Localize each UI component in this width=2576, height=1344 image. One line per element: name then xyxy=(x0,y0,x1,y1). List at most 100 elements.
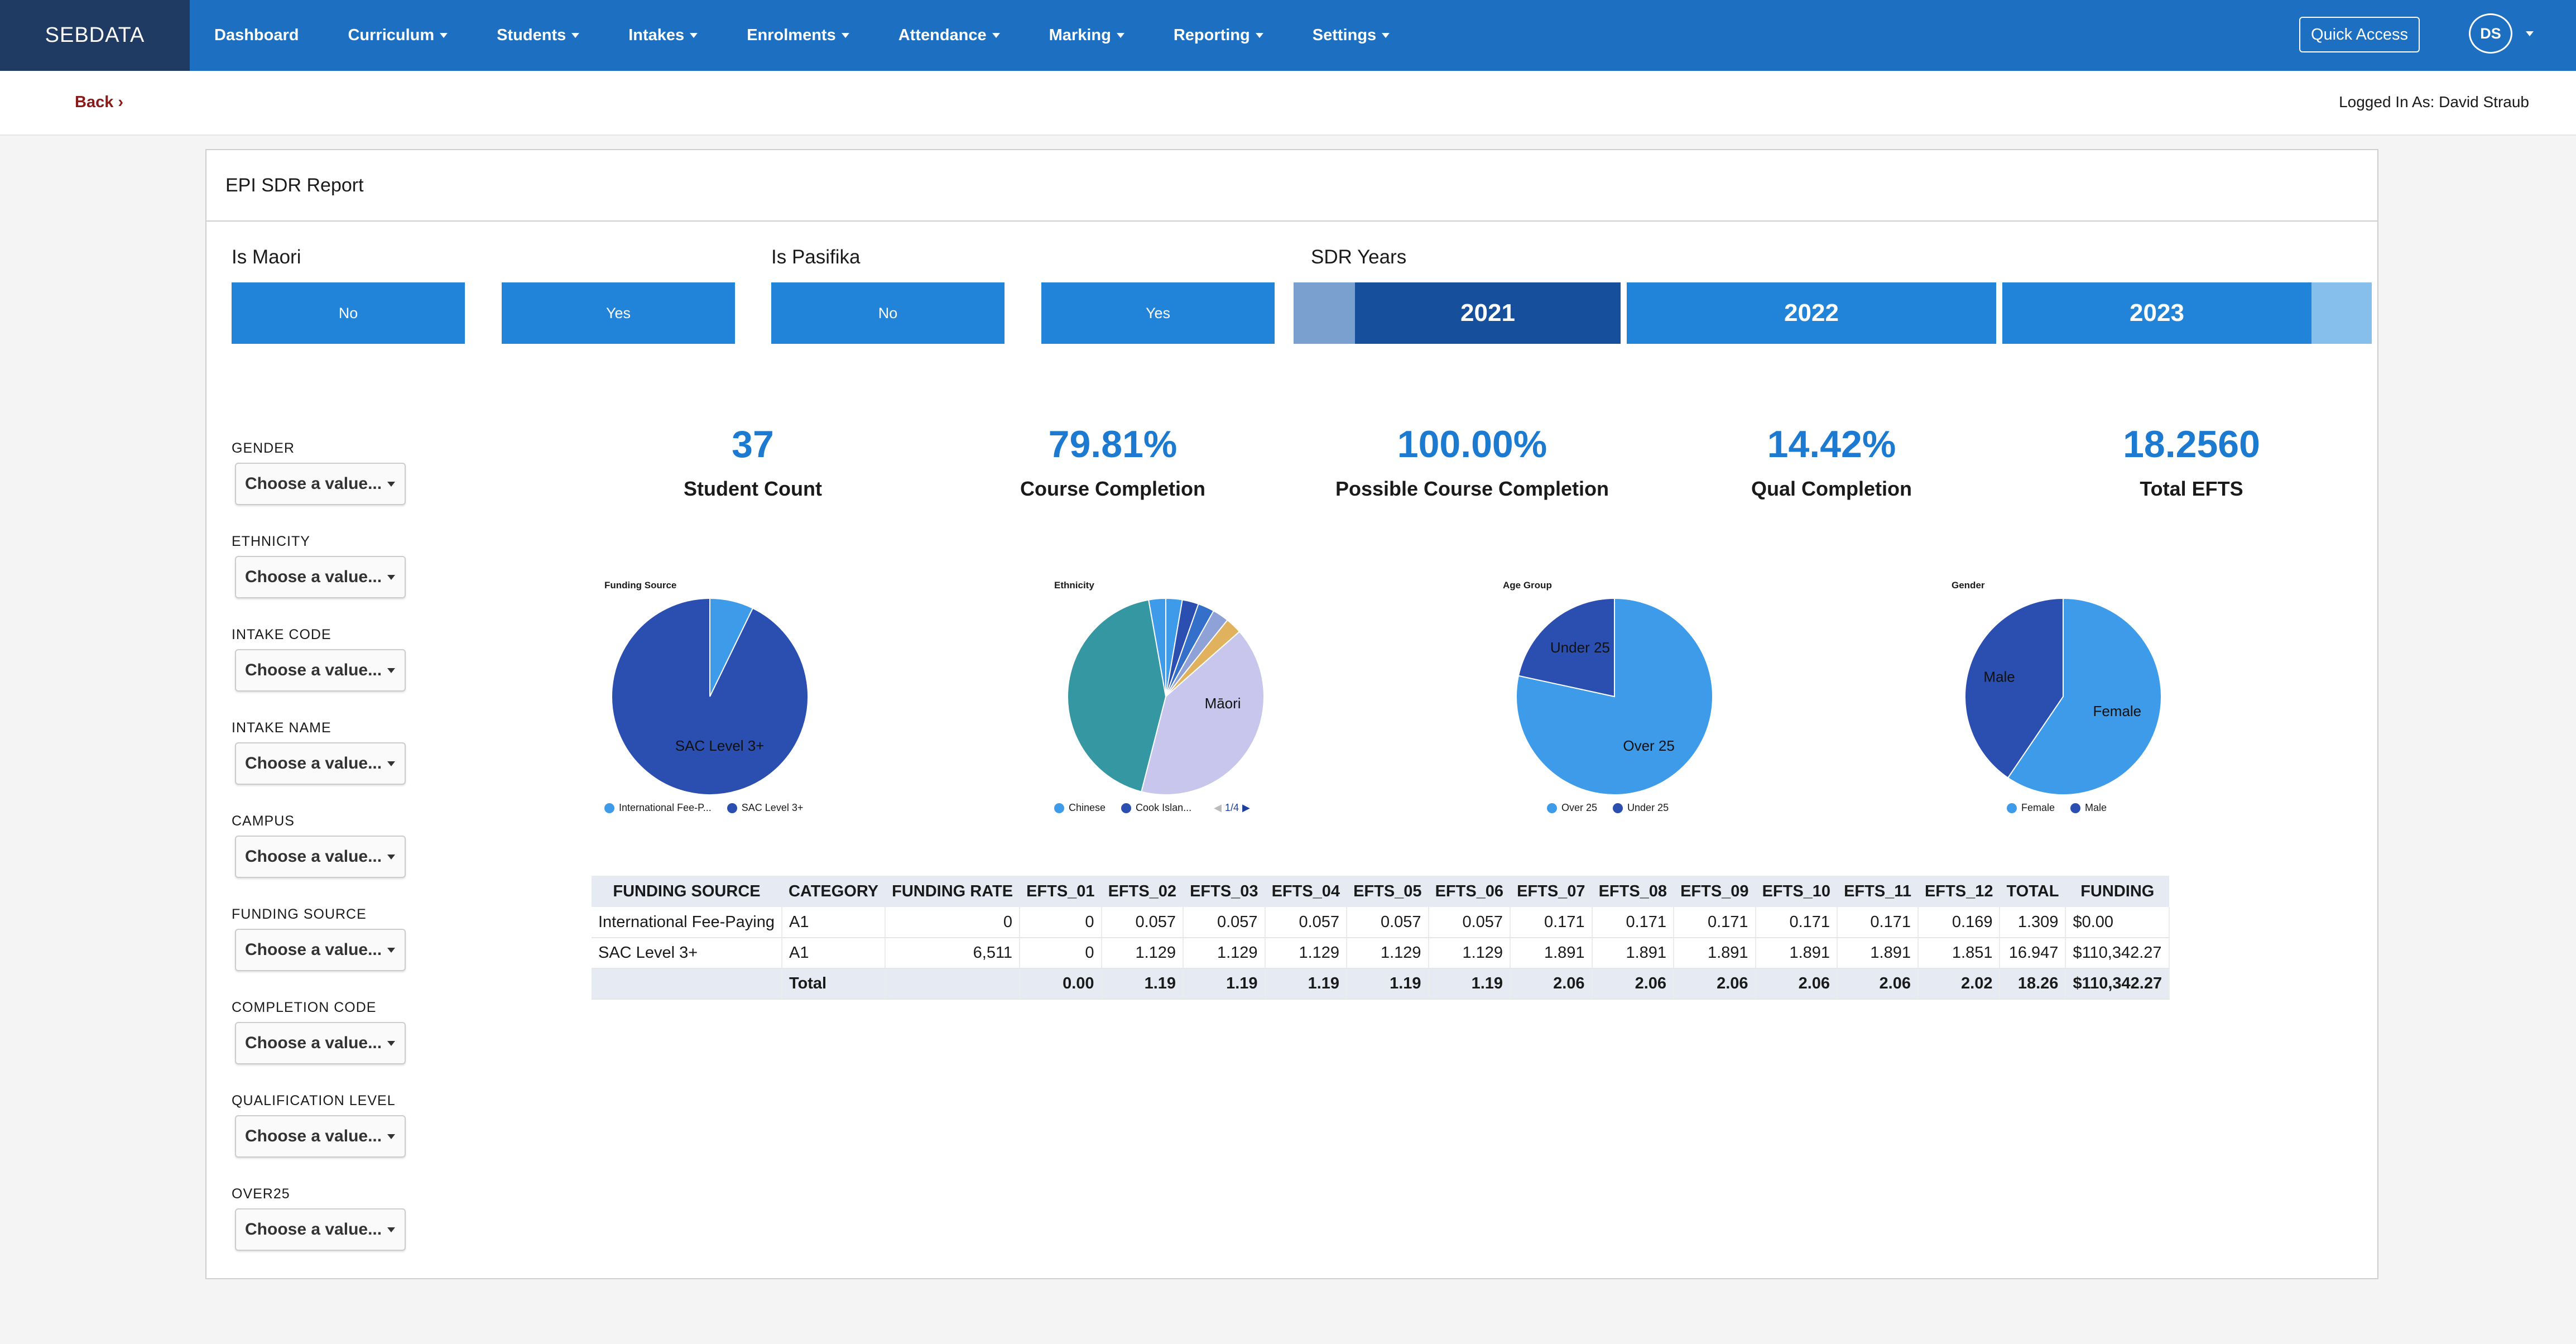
maori-yes-button[interactable]: Yes xyxy=(502,282,735,344)
col-efts-02[interactable]: EFTS_02 xyxy=(1101,876,1184,907)
col-total[interactable]: TOTAL xyxy=(2000,876,2066,907)
funding-source-select[interactable]: Choose a value... xyxy=(235,929,406,971)
nav-reporting[interactable]: Reporting xyxy=(1174,26,1263,45)
nav-label: Settings xyxy=(1312,26,1377,44)
caret-down-icon xyxy=(387,761,396,766)
cell: 0.057 xyxy=(1347,907,1429,938)
pasifika-no-button[interactable]: No xyxy=(771,282,1005,344)
cell: 1.891 xyxy=(1592,938,1675,969)
nav-settings[interactable]: Settings xyxy=(1313,26,1390,45)
cell: 2.06 xyxy=(1592,968,1675,1000)
col-efts-04[interactable]: EFTS_04 xyxy=(1265,876,1347,907)
maori-no-button[interactable]: No xyxy=(232,282,465,344)
nav-marking[interactable]: Marking xyxy=(1049,26,1124,45)
cell: 0 xyxy=(1020,907,1102,938)
legend-item[interactable]: Under 25 xyxy=(1613,802,1669,814)
select-value: Choose a value... xyxy=(245,1127,382,1145)
col-efts-12[interactable]: EFTS_12 xyxy=(1917,876,2000,907)
col-funding-rate[interactable]: FUNDING RATE xyxy=(885,876,1020,907)
col-efts-10[interactable]: EFTS_10 xyxy=(1755,876,1838,907)
pie-slice[interactable] xyxy=(1517,597,1615,698)
ethnicity-select[interactable]: Choose a value... xyxy=(235,556,406,598)
select-value: Choose a value... xyxy=(245,754,382,772)
col-efts-09[interactable]: EFTS_09 xyxy=(1674,876,1756,907)
col-funding-source[interactable]: FUNDING SOURCE xyxy=(592,876,782,907)
back-link[interactable]: Back › xyxy=(75,93,123,112)
legend-dot xyxy=(1121,803,1132,813)
filter-label-intake-code: INTAKE CODE xyxy=(232,627,331,642)
year-2021-button[interactable]: 2021 xyxy=(1355,282,1621,344)
year-2022-button[interactable]: 2022 xyxy=(1627,282,1996,344)
nav-intakes[interactable]: Intakes xyxy=(628,26,698,45)
legend-item[interactable]: Female xyxy=(2007,802,2055,814)
years-scroll-right[interactable] xyxy=(2311,282,2372,344)
pie-slice[interactable] xyxy=(1141,631,1265,795)
legend-item[interactable]: Over 25 xyxy=(1547,802,1597,814)
avatar[interactable]: DS xyxy=(2469,13,2512,54)
gender-pie-chart[interactable]: Female Male xyxy=(1963,596,2164,797)
cell: $0.00 xyxy=(2065,907,2170,938)
legend-item[interactable]: Male xyxy=(2070,802,2107,814)
col-funding[interactable]: FUNDING xyxy=(2065,876,2170,907)
nav-enrolments[interactable]: Enrolments xyxy=(747,26,849,45)
nav-students[interactable]: Students xyxy=(497,26,580,45)
nav-dashboard[interactable]: Dashboard xyxy=(214,26,299,45)
col-efts-08[interactable]: EFTS_08 xyxy=(1592,876,1674,907)
nav-attendance[interactable]: Attendance xyxy=(898,26,1000,45)
age-group-pie-chart[interactable]: Over 25 Under 25 xyxy=(1514,596,1715,797)
table-total-row: Total 0.00 1.19 1.19 1.19 1.19 1.19 2.06… xyxy=(592,968,2170,1000)
qualification-level-select[interactable]: Choose a value... xyxy=(235,1115,406,1158)
funding-source-legend: International Fee-P... SAC Level 3+ xyxy=(604,802,819,814)
filter-label-campus: CAMPUS xyxy=(232,813,295,829)
user-menu-caret-icon[interactable] xyxy=(2526,31,2534,36)
brand-logo[interactable]: SEBDATA xyxy=(0,0,190,71)
completion-code-select[interactable]: Choose a value... xyxy=(235,1022,406,1064)
caret-down-icon xyxy=(387,854,396,860)
caret-down-icon xyxy=(440,33,448,38)
pie-slice[interactable] xyxy=(611,597,809,795)
intake-name-select[interactable]: Choose a value... xyxy=(235,742,406,785)
cell: Total xyxy=(781,968,886,1000)
over25-select[interactable]: Choose a value... xyxy=(235,1208,406,1251)
col-efts-11[interactable]: EFTS_11 xyxy=(1837,876,1918,907)
legend-item[interactable]: SAC Level 3+ xyxy=(727,802,803,814)
pie-slice[interactable] xyxy=(1964,597,2064,779)
logged-in-user: Logged In As: David Straub xyxy=(2339,93,2529,111)
legend-item[interactable]: Cook Islan... xyxy=(1121,802,1191,814)
cell: 1.891 xyxy=(1510,938,1593,969)
legend-item[interactable]: International Fee-P... xyxy=(604,802,712,814)
ethnicity-pie-chart[interactable]: Māori xyxy=(1065,596,1266,797)
cell: 1.129 xyxy=(1347,938,1429,969)
age-group-legend: Over 25 Under 25 xyxy=(1547,802,1684,814)
caret-down-icon xyxy=(1255,33,1263,38)
cell: 0.171 xyxy=(1755,907,1838,938)
legend-next-icon[interactable]: ▶ xyxy=(1242,802,1250,813)
cell: 0.057 xyxy=(1101,907,1184,938)
years-scroll-left[interactable] xyxy=(1294,282,1355,344)
pie-slice[interactable] xyxy=(2007,597,2162,795)
legend-prev-icon[interactable]: ◀ xyxy=(1214,802,1222,813)
funding-source-pie-chart[interactable]: SAC Level 3+ xyxy=(609,596,810,797)
col-efts-06[interactable]: EFTS_06 xyxy=(1428,876,1511,907)
pasifika-yes-button[interactable]: Yes xyxy=(1041,282,1275,344)
legend-page: 1/4 xyxy=(1224,802,1239,813)
quick-access-button[interactable]: Quick Access xyxy=(2299,17,2420,52)
col-efts-07[interactable]: EFTS_07 xyxy=(1510,876,1592,907)
pie-slice[interactable] xyxy=(1148,597,1166,697)
gender-select[interactable]: Choose a value... xyxy=(235,463,406,505)
col-category[interactable]: CATEGORY xyxy=(781,876,886,907)
cell: A1 xyxy=(781,907,886,938)
cell: 1.891 xyxy=(1837,938,1919,969)
campus-select[interactable]: Choose a value... xyxy=(235,836,406,878)
year-2023-button[interactable]: 2023 xyxy=(2002,282,2311,344)
nav-curriculum[interactable]: Curriculum xyxy=(348,26,448,45)
cell: 0.057 xyxy=(1183,907,1266,938)
legend-item[interactable]: Chinese xyxy=(1054,802,1106,814)
col-efts-03[interactable]: EFTS_03 xyxy=(1183,876,1265,907)
intake-code-select[interactable]: Choose a value... xyxy=(235,649,406,692)
cell: 0.057 xyxy=(1428,907,1511,938)
col-efts-05[interactable]: EFTS_05 xyxy=(1347,876,1429,907)
col-efts-01[interactable]: EFTS_01 xyxy=(1020,876,1102,907)
pie-slice[interactable] xyxy=(1067,599,1167,793)
chart-title-ethnicity: Ethnicity xyxy=(1054,580,1094,591)
